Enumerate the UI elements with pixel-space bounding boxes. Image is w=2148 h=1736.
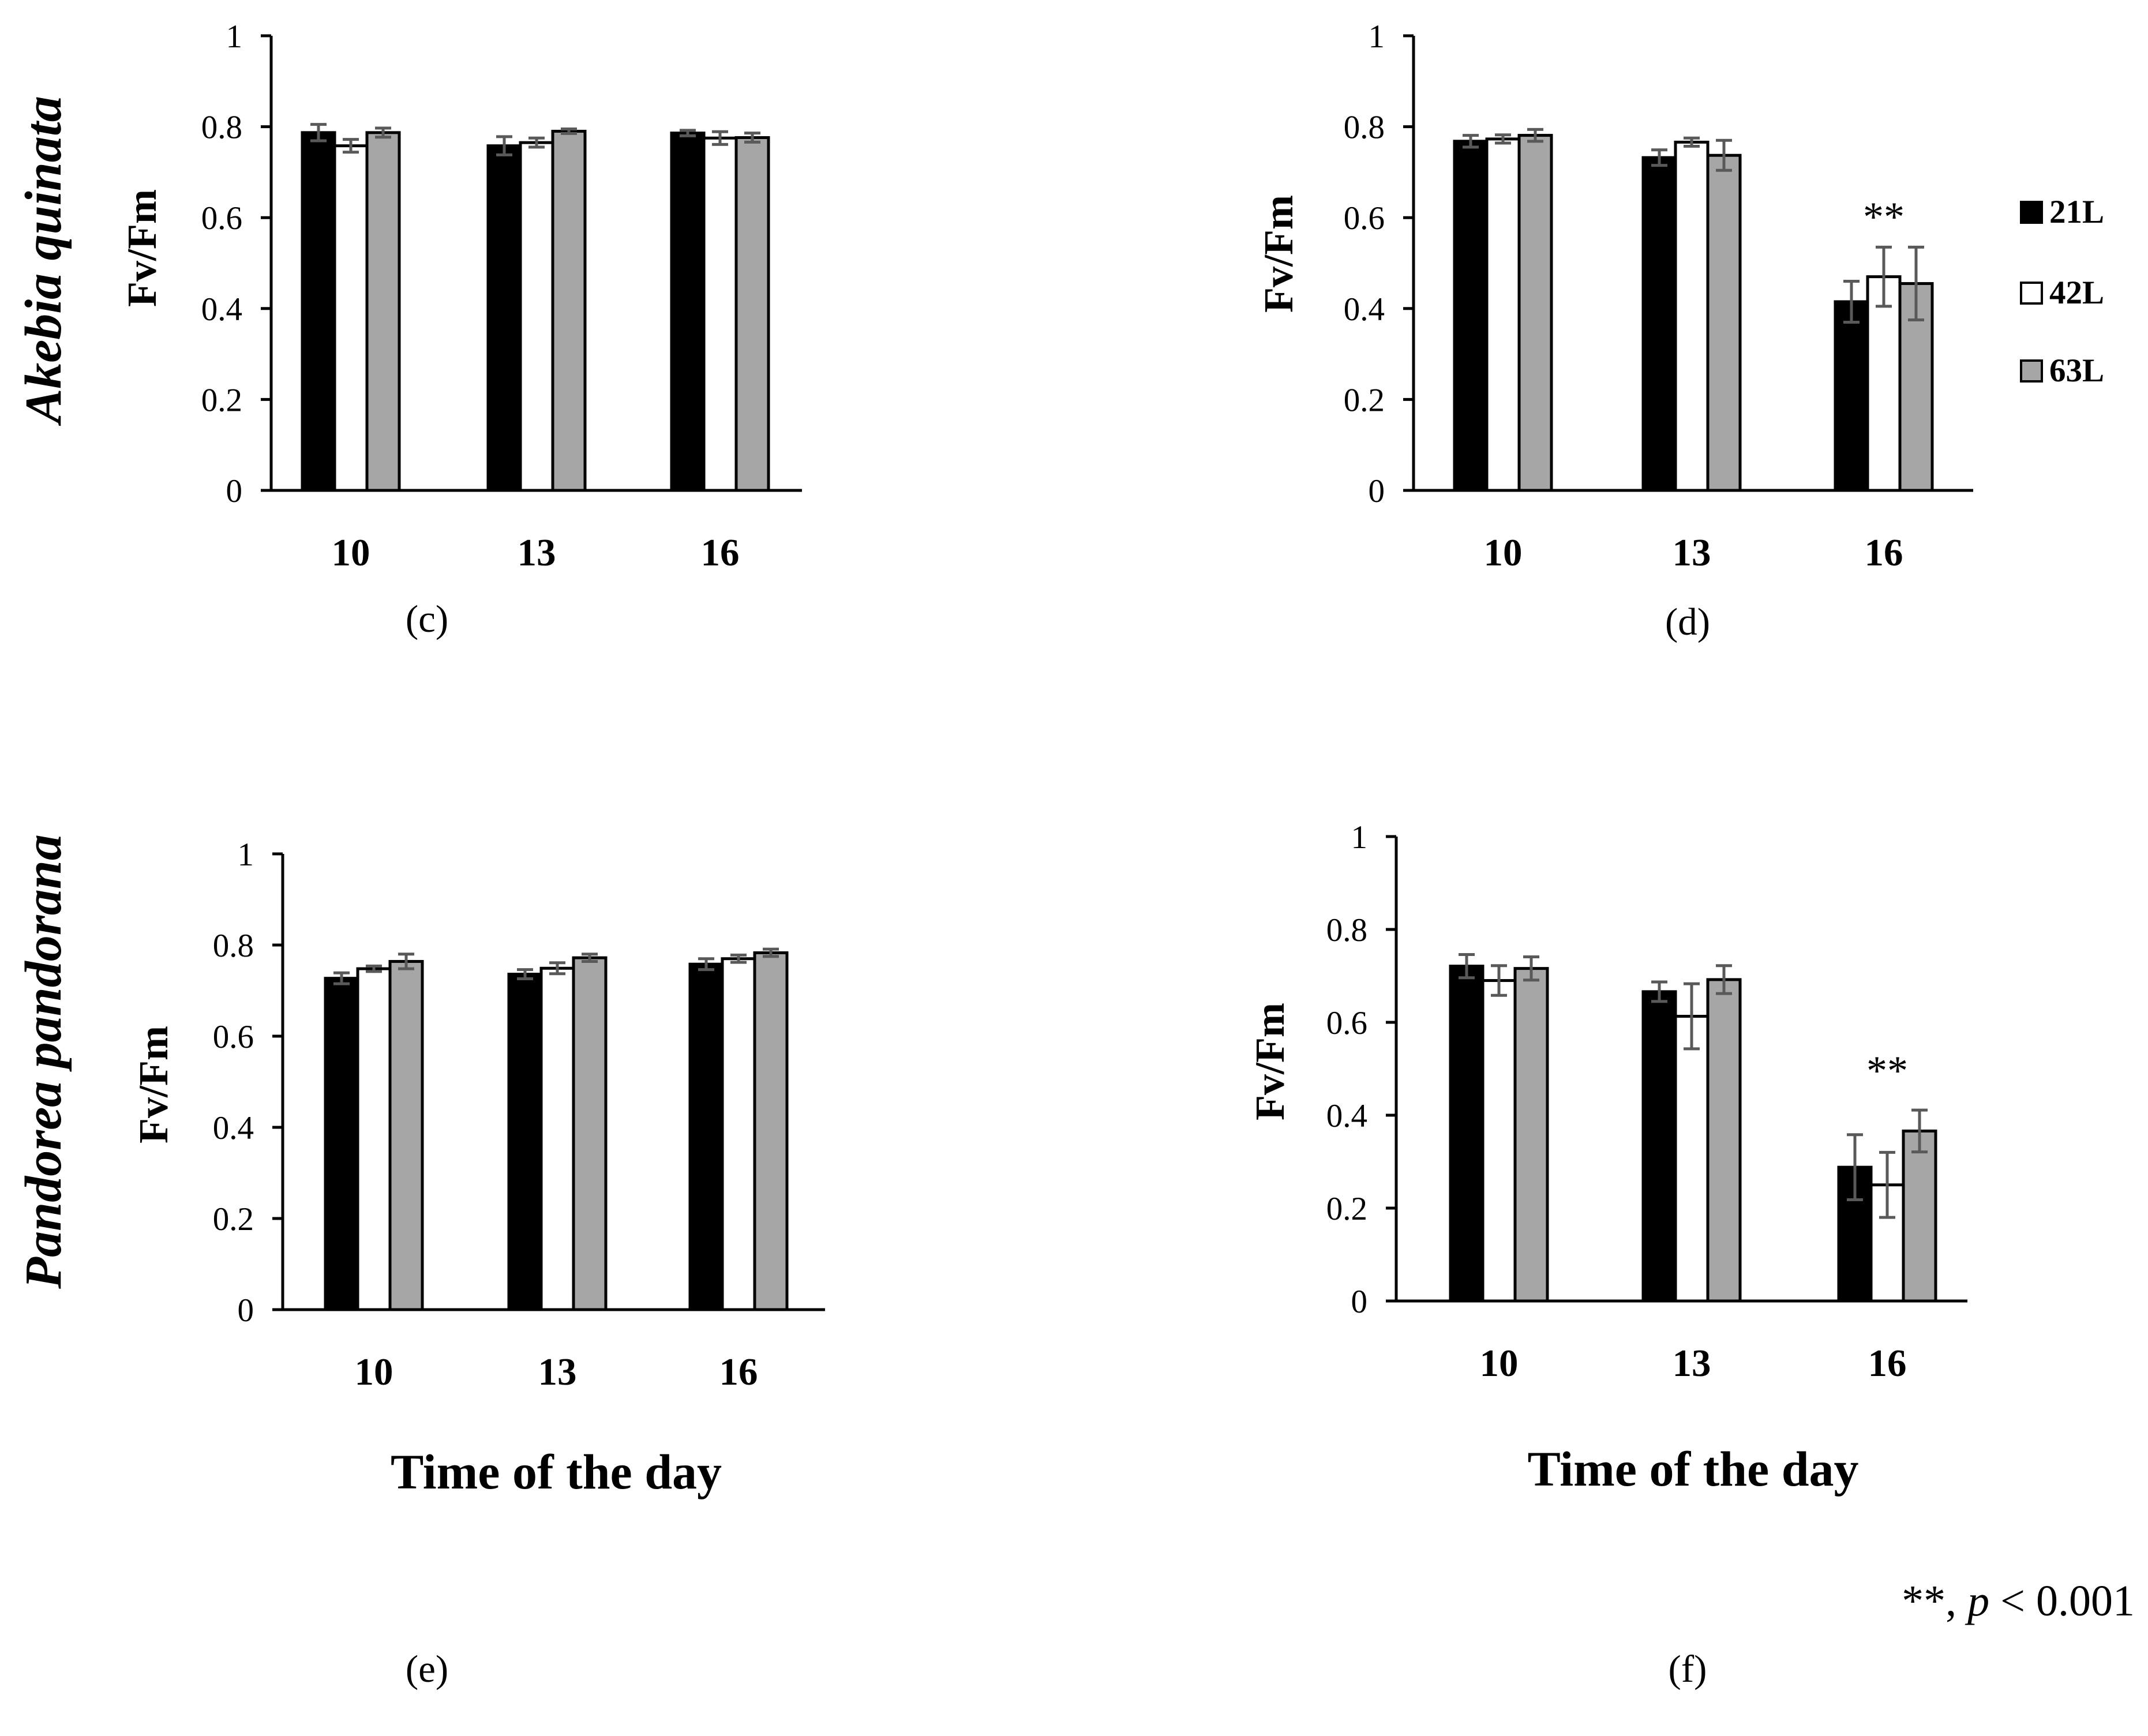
x-tick-label-c-16: 16: [701, 531, 740, 574]
x-tick-label-f-10: 10: [1480, 1342, 1519, 1385]
y-tick-label-f-0: 0: [1351, 1284, 1368, 1320]
legend-label-21L: 21L: [2049, 194, 2104, 230]
footnote-rest: < 0.001: [1989, 1577, 2135, 1625]
panel-label-e: (e): [406, 1648, 448, 1690]
y-tick-label-d-4: 0.8: [1344, 110, 1385, 146]
footnote-p: p: [1965, 1577, 1989, 1625]
bar-c-42L-10: [333, 144, 369, 492]
bar-c-63L-13: [551, 129, 587, 492]
x-tick-label-e-10: 10: [355, 1351, 393, 1393]
significance-footnote: **, p < 0.001: [1902, 1577, 2135, 1625]
significance-marker-d-16: **: [1863, 194, 1905, 240]
legend-label-63L: 63L: [2049, 353, 2104, 389]
bar-e-63L-10: [388, 959, 424, 1311]
bar-f-42L-13: [1674, 1015, 1710, 1303]
panel-label-f: (f): [1669, 1648, 1707, 1690]
y-tick-label-e-2: 0.4: [213, 1110, 254, 1146]
bar-d-63L-10: [1517, 134, 1553, 492]
bar-c-42L-16: [702, 136, 738, 492]
panel-label-c: (c): [406, 598, 448, 640]
bar-f-21L-10: [1449, 965, 1485, 1303]
bar-d-21L-16: [1834, 300, 1869, 492]
bar-d-21L-13: [1641, 156, 1677, 492]
bar-c-21L-13: [486, 144, 522, 492]
y-tick-label-d-0: 0: [1369, 473, 1385, 509]
bar-c-63L-16: [734, 136, 770, 492]
y-tick-label-e-4: 0.8: [213, 928, 254, 964]
y-tick-label-d-5: 1: [1369, 18, 1385, 55]
bar-c-42L-13: [519, 141, 554, 492]
y-axis-label-f: Fv/Fm: [1247, 1003, 1293, 1120]
bar-e-63L-13: [572, 956, 608, 1311]
bar-e-42L-16: [721, 957, 756, 1311]
bar-c-63L-10: [365, 131, 401, 492]
y-tick-label-e-1: 0.2: [213, 1201, 254, 1238]
bar-e-21L-16: [688, 962, 724, 1311]
chart-panel-e: 0 0.2 0.4 0.6 0.8 1 10 13 16 Fv/Fm Time of the day…: [130, 837, 825, 1690]
bar-e-21L-10: [324, 977, 359, 1311]
legend-label-42L: 42L: [2049, 275, 2104, 311]
x-tick-label-c-13: 13: [518, 531, 556, 574]
y-tick-label-f-2: 0.4: [1326, 1098, 1367, 1134]
chart-panel-d: 0 0.2 0.4 0.6 0.8 1 10 13 16 Fv/Fm (d) **: [1255, 18, 1973, 643]
legend-swatch-42L: [2020, 282, 2043, 305]
x-tick-label-d-16: 16: [1865, 531, 1903, 574]
x-tick-label-c-10: 10: [332, 531, 370, 574]
y-tick-label-c-5: 1: [226, 18, 243, 55]
y-tick-label-e-3: 0.6: [213, 1019, 254, 1055]
y-tick-label-c-2: 0.4: [201, 291, 242, 328]
y-tick-label-f-5: 1: [1351, 819, 1368, 856]
bar-c-21L-16: [670, 132, 706, 492]
bar-e-63L-16: [753, 951, 789, 1311]
bar-f-63L-13: [1706, 978, 1742, 1303]
bar-c-21L-10: [301, 131, 336, 492]
bar-f-21L-13: [1641, 990, 1677, 1303]
y-tick-label-f-1: 0.2: [1326, 1191, 1367, 1227]
chart-panel-f: 0 0.2 0.4 0.6 0.8 1 10 13 16 Fv/Fm Time of the day…: [1247, 819, 1967, 1690]
x-tick-label-e-13: 13: [538, 1351, 577, 1393]
bar-d-63L-13: [1706, 153, 1742, 492]
bar-d-21L-10: [1453, 140, 1489, 492]
chart-panel-c: 0 0.2 0.4 0.6 0.8 1 10 13 16 Fv/Fm (c): [119, 18, 802, 640]
x-tick-label-f-13: 13: [1673, 1342, 1711, 1385]
y-tick-label-c-1: 0.2: [201, 382, 242, 418]
y-tick-label-d-3: 0.6: [1344, 200, 1385, 237]
bar-e-42L-10: [356, 967, 392, 1311]
panel-label-d: (d): [1665, 601, 1710, 643]
legend-swatch-63L: [2020, 359, 2043, 383]
x-tick-label-d-10: 10: [1484, 531, 1523, 574]
species-label-akebia: Akebia quinata: [15, 96, 72, 426]
bar-f-63L-16: [1902, 1129, 1937, 1303]
y-axis-label-c: Fv/Fm: [119, 189, 165, 307]
bar-d-42L-13: [1674, 140, 1710, 492]
x-tick-label-f-16: 16: [1868, 1342, 1907, 1385]
bar-e-42L-13: [539, 966, 575, 1311]
y-axis-label-e: Fv/Fm: [130, 1026, 177, 1143]
legend-swatch-21L: [2020, 201, 2043, 224]
y-axis-label-d: Fv/Fm: [1255, 195, 1302, 313]
bar-e-21L-13: [507, 973, 543, 1311]
footnote-stars: **,: [1902, 1577, 1967, 1625]
y-tick-label-c-3: 0.6: [201, 200, 242, 237]
y-tick-label-c-0: 0: [226, 473, 243, 509]
y-tick-label-c-4: 0.8: [201, 110, 242, 146]
bar-f-63L-10: [1513, 967, 1549, 1303]
x-axis-label-e: Time of the day: [391, 1444, 722, 1499]
y-tick-label-e-5: 1: [238, 837, 254, 873]
x-axis-label-f: Time of the day: [1527, 1441, 1858, 1497]
y-tick-label-e-0: 0: [238, 1292, 254, 1329]
x-tick-label-d-13: 13: [1673, 531, 1711, 574]
y-tick-label-d-1: 0.2: [1344, 382, 1385, 418]
y-tick-label-f-4: 0.8: [1326, 912, 1367, 948]
significance-marker-f-16: **: [1866, 1048, 1908, 1094]
bar-d-42L-16: [1866, 275, 1902, 492]
x-tick-label-e-16: 16: [719, 1351, 758, 1393]
legend: 21L 42L 63L: [2020, 194, 2104, 389]
species-label-pandorea: Pandorea pandorana: [15, 834, 72, 1289]
y-tick-label-f-3: 0.6: [1326, 1005, 1367, 1041]
bar-f-42L-10: [1481, 979, 1517, 1303]
y-tick-label-d-2: 0.4: [1344, 291, 1385, 328]
bar-d-42L-10: [1485, 137, 1521, 492]
